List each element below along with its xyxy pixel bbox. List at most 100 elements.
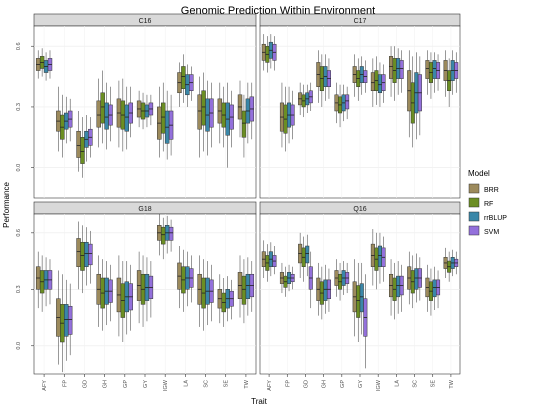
x-tick-label: GY [358,380,364,388]
box-body [124,104,130,132]
box-gd-svm [88,230,93,284]
box-fp-brr [279,82,284,148]
x-tick-label: TW [244,379,250,388]
box-sc-svm [417,257,422,301]
box-body [201,90,206,126]
x-tick-label: SC [204,380,210,388]
box-se-rf [428,52,433,99]
box-la-svm [399,50,404,93]
box-body [160,226,166,245]
box-igw-svm [168,219,174,252]
box-sc-rrblup [205,261,210,326]
box-gh-rf [100,70,105,144]
box-gp-svm [128,86,133,138]
box-la-brr [389,46,394,97]
x-tick-label: GD [82,380,88,388]
y-tick-label: 0.6 [16,42,22,50]
box-fp-svm [67,283,73,356]
box-gh-svm [326,268,331,312]
box-body [197,94,202,130]
box-body [359,283,364,313]
x-tick-label: GP [340,380,346,388]
box-se-rf [428,268,433,316]
box-la-svm [399,264,404,312]
facet-strip-label: C17 [354,18,367,25]
x-tick-label: GD [303,380,309,388]
x-tick-label: LA [183,380,189,387]
box-tw-svm [249,82,255,140]
box-la-svm [189,66,194,101]
facet-q16: Q16 AFY FP GD GH GP GY IGW LA SC SE TW [259,201,461,391]
box-se-rf [221,278,226,327]
box-body [389,56,394,79]
box-la-svm [189,255,194,303]
box-body [241,110,247,138]
facet-strip-label: C16 [139,18,152,25]
box-tw-svm [454,52,459,93]
box-body [84,241,89,267]
box-sc-svm [209,264,214,322]
box-sc-rf [410,255,415,309]
box-body [160,102,166,134]
box-se-svm [229,90,234,148]
x-tick-label: GP [123,380,129,388]
box-body [425,60,430,79]
box-gp-svm [345,262,350,294]
legend-label-brr: BRR [484,187,499,194]
box-body [245,273,251,299]
box-tw-rf [241,94,247,158]
box-gd-rrblup [84,227,89,286]
box-body [377,245,382,267]
box-tw-brr [237,80,243,138]
box-gh-rrblup [323,264,328,314]
box-sc-svm [209,82,214,148]
box-body [67,305,73,335]
box-body [88,243,93,266]
box-body [356,285,361,318]
box-igw-svm [381,64,386,103]
legend-swatch-brr [468,183,480,194]
box-gp-svm [345,86,350,120]
box-gd-rf [80,225,85,294]
facet-strip-label: Q16 [353,206,366,213]
y-tick-label: 0.0 [16,342,22,350]
box-fp-rrblup [64,279,69,361]
box-gd-rf [80,117,85,178]
box-igw-svm [168,94,174,156]
box-body [96,100,101,128]
box-gh-svm [108,86,113,142]
box-fp-svm [290,90,295,140]
box-se-svm [436,54,441,91]
box-gh-brr [96,255,101,327]
box-gd-svm [308,82,313,111]
box-sc-rf [410,56,415,148]
box-la-brr [389,259,394,316]
box-igw-rf [160,82,166,152]
x-tick-label: GY [143,380,149,388]
x-tick-label: FP [62,380,68,387]
x-axis-label: Trait [251,397,267,406]
box-gd-svm [308,251,313,309]
box-gp-rrblup [124,261,130,335]
box-se-rrblup [432,266,437,310]
box-gh-svm [326,58,331,99]
box-fp-svm [67,98,73,142]
box-gh-svm [108,264,113,322]
y-tick-label: 0.3 [16,285,22,293]
box-body [323,279,328,301]
box-afy-brr [261,34,266,71]
box-la-rf [181,249,186,312]
facet-strip-label: G18 [138,206,151,213]
box-gh-rf [319,266,324,320]
box-body [100,92,105,124]
box-gy-rrblup [359,262,364,335]
x-tick-label: IGW [376,379,382,391]
box-gd-rrblup [305,234,310,277]
box-fp-svm [290,266,295,290]
box-la-rf [181,54,186,103]
box-body [80,241,85,271]
box-body [432,279,437,298]
box-body [377,74,382,94]
box-igw-svm [381,236,386,282]
